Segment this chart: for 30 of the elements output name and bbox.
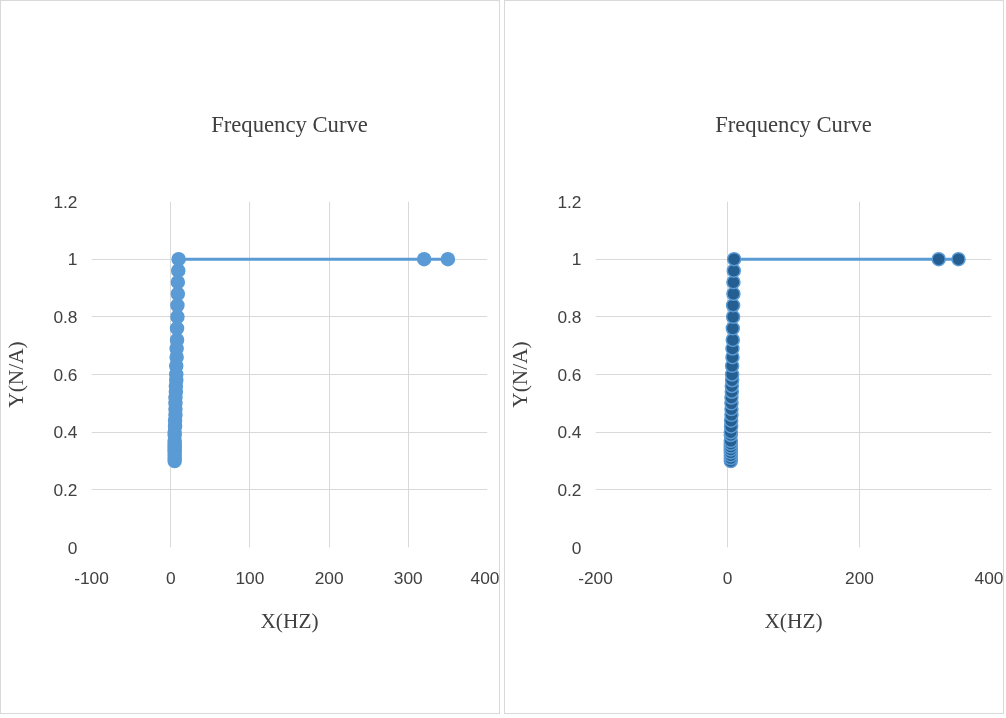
y-axis-title: Y(N/A) (508, 341, 533, 408)
y-tick-label: 1 (571, 249, 582, 270)
y-tick-label: 1.2 (557, 191, 582, 212)
y-tick-label: 1.2 (53, 191, 78, 212)
x-tick-label: 0 (165, 567, 176, 588)
y-tick-label: 0 (67, 537, 78, 558)
y-tick-label: 0.6 (53, 364, 78, 385)
x-tick-label: -100 (74, 567, 109, 588)
x-axis-title: X(HZ) (260, 608, 319, 633)
y-tick-label: 0.8 (557, 306, 582, 327)
x-axis-title: X(HZ) (764, 608, 823, 633)
x-tick-label: 0 (722, 567, 733, 588)
x-tick-label: 200 (314, 567, 344, 588)
y-tick-label: 0.4 (53, 422, 78, 443)
y-tick-label: 0.2 (557, 479, 582, 500)
x-tick-label: 100 (235, 567, 265, 588)
y-axis-title: Y(N/A) (4, 341, 29, 408)
x-tick-label: 400 (974, 567, 1004, 588)
y-tick-label: 0.4 (557, 422, 582, 443)
y-tick-label: 1 (67, 249, 78, 270)
y-tick-label: 0.8 (53, 306, 78, 327)
y-tick-label: 0 (571, 537, 582, 558)
x-tick-label: -200 (578, 567, 613, 588)
x-tick-label: 300 (393, 567, 423, 588)
chart-title: Frequency Curve (211, 111, 368, 137)
x-tick-label: 200 (845, 567, 874, 588)
y-tick-label: 0.2 (53, 479, 78, 500)
y-tick-label: 0.6 (557, 364, 582, 385)
x-tick-label: 400 (470, 567, 500, 588)
chart-title: Frequency Curve (715, 111, 872, 137)
